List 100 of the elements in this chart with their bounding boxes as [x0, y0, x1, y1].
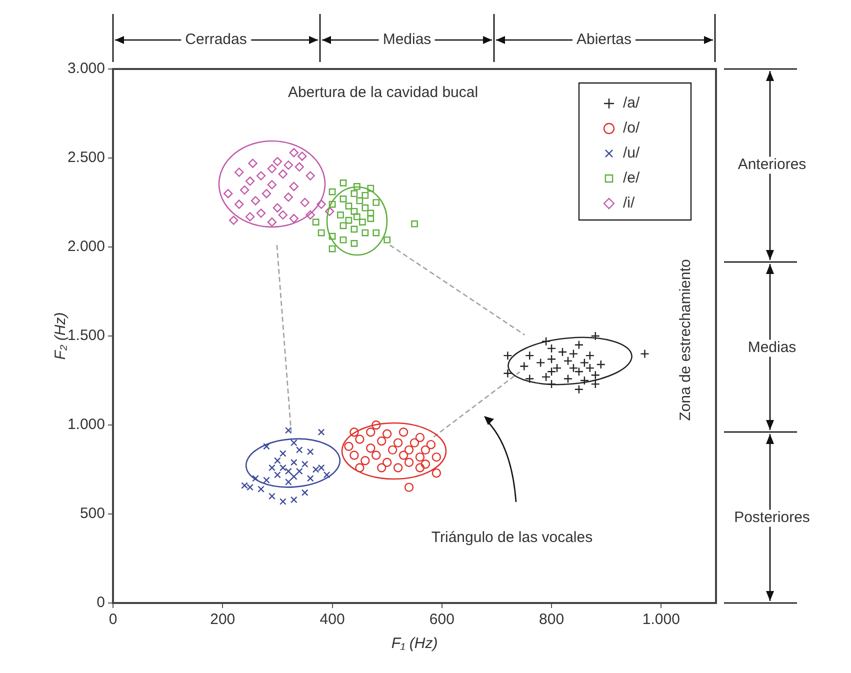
- point: [241, 482, 248, 489]
- point: [393, 438, 403, 448]
- point: [224, 189, 233, 198]
- point: [377, 436, 386, 446]
- point: [384, 236, 391, 244]
- point: [316, 200, 326, 209]
- point: [546, 344, 556, 354]
- point: [404, 445, 414, 455]
- point: [358, 218, 366, 226]
- point: [268, 464, 276, 472]
- point: [355, 434, 364, 444]
- point: [525, 374, 534, 384]
- point: [280, 464, 286, 472]
- point: [536, 358, 546, 368]
- point: [350, 240, 358, 247]
- point: [520, 362, 529, 371]
- y-tick-label: 2.000: [67, 238, 105, 256]
- point: [300, 198, 310, 208]
- point: [568, 349, 578, 358]
- point: [328, 232, 336, 240]
- point: [240, 185, 250, 195]
- point: [503, 350, 512, 360]
- point: [256, 171, 266, 180]
- point: [366, 444, 376, 453]
- point: [382, 458, 392, 467]
- point: [274, 471, 281, 478]
- point: [345, 202, 352, 210]
- point: [337, 212, 344, 218]
- point: [328, 200, 336, 208]
- point: [546, 367, 556, 376]
- point: [267, 164, 277, 174]
- point: [590, 370, 600, 380]
- point: [350, 450, 359, 460]
- point: [426, 440, 436, 450]
- legend-label: /a/: [623, 94, 641, 112]
- point: [574, 384, 584, 394]
- point: [354, 183, 360, 190]
- point: [229, 216, 238, 225]
- point: [355, 463, 364, 472]
- text: Anteriores: [734, 156, 810, 174]
- y-tick-label: 3.000: [67, 60, 105, 78]
- y-tick-label: 1.000: [67, 416, 105, 434]
- point: [301, 489, 308, 496]
- x-tick-label: 400: [320, 611, 345, 628]
- point: [284, 160, 294, 170]
- x-tick-label: 600: [429, 611, 454, 628]
- point: [301, 460, 308, 468]
- point: [340, 179, 347, 186]
- point: [252, 474, 259, 482]
- point: [312, 466, 320, 473]
- point: [284, 478, 292, 486]
- point: [328, 188, 336, 196]
- text: Cerradas: [181, 30, 251, 48]
- y-axis-title: F₂ (Hz): [52, 312, 70, 360]
- point: [272, 203, 282, 212]
- annotation: Triángulo de las vocales: [431, 528, 593, 546]
- x-tick-label: 0: [108, 611, 118, 628]
- point: [563, 374, 573, 384]
- point: [280, 450, 286, 457]
- point: [290, 439, 298, 446]
- point: [318, 428, 325, 436]
- point: [350, 226, 358, 233]
- point: [306, 474, 314, 482]
- text: Medias: [378, 30, 436, 48]
- point: [356, 197, 364, 204]
- point: [640, 349, 650, 358]
- point: [278, 210, 288, 220]
- y-tick-label: 2.500: [67, 149, 105, 166]
- text: Posteriores: [730, 508, 814, 526]
- point: [350, 428, 359, 437]
- point: [263, 476, 270, 484]
- point: [585, 350, 595, 360]
- point: [245, 212, 255, 222]
- point: [372, 450, 381, 460]
- point: [362, 204, 369, 212]
- point: [393, 463, 403, 472]
- point: [525, 350, 534, 360]
- point: [541, 372, 551, 382]
- legend-label: /e/: [623, 170, 641, 187]
- point: [267, 180, 277, 190]
- text: Abiertas: [572, 30, 636, 48]
- point: [415, 452, 425, 462]
- point: [558, 347, 568, 357]
- point: [574, 340, 584, 350]
- text: Medias: [744, 338, 800, 356]
- point: [360, 456, 370, 466]
- point: [388, 445, 398, 455]
- point: [410, 438, 420, 448]
- point: [274, 457, 281, 464]
- y-tick-label: 500: [80, 505, 105, 522]
- point: [318, 464, 325, 472]
- point: [296, 446, 303, 454]
- point: [324, 206, 334, 216]
- point: [404, 458, 414, 467]
- point: [350, 190, 358, 198]
- point: [398, 450, 408, 460]
- point: [580, 376, 590, 386]
- point: [404, 482, 414, 492]
- point: [590, 379, 600, 389]
- point: [420, 445, 430, 455]
